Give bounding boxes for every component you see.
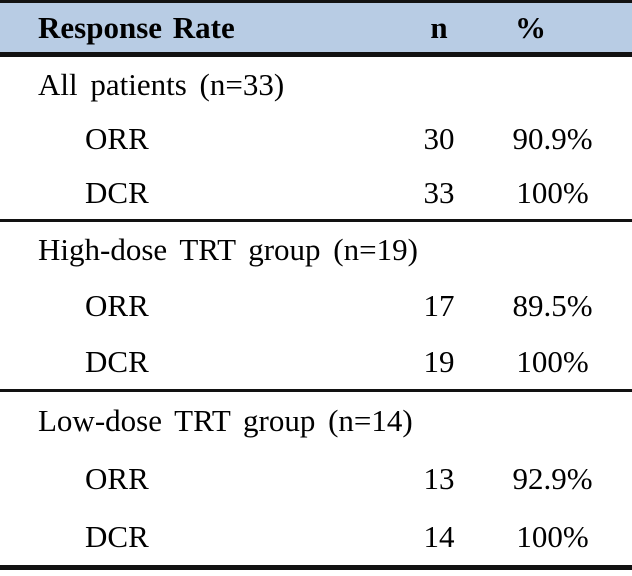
row-n-value: 14 [423, 518, 455, 554]
row-pct-value: 89.5% [512, 288, 593, 323]
row-label: DCR [85, 518, 149, 554]
section-all-patients: All patients (n=33) ORR 30 90.9% DCR 33 … [0, 57, 632, 222]
row-n-value: 33 [423, 174, 455, 210]
header-response-rate: Response Rate [38, 10, 235, 45]
group-label: All patients (n=33) [38, 66, 285, 102]
table-header-row: Response Rate n % [0, 3, 632, 57]
row-n-value: 13 [423, 461, 455, 496]
section-low-dose: Low-dose TRT group (n=14) ORR 13 92.9% D… [0, 392, 632, 570]
row-n-value: 30 [423, 120, 455, 156]
section-high-dose: High-dose TRT group (n=19) ORR 17 89.5% … [0, 222, 632, 392]
row-pct-value: 100% [516, 343, 589, 379]
table-row: ORR 13 92.9% [0, 450, 632, 508]
header-n: n [430, 10, 448, 45]
row-pct-value: 100% [516, 174, 589, 210]
table-row: DCR 19 100% [0, 333, 632, 389]
table-row: DCR 14 100% [0, 507, 632, 565]
header-percent: % [515, 10, 546, 45]
group-row: High-dose TRT group (n=19) [0, 222, 632, 278]
row-label: ORR [85, 288, 149, 323]
row-pct-value: 92.9% [512, 461, 593, 496]
row-pct-value: 100% [516, 518, 589, 554]
table-row: ORR 17 89.5% [0, 278, 632, 334]
group-label: Low-dose TRT group (n=14) [38, 403, 413, 439]
group-row: All patients (n=33) [0, 57, 632, 111]
group-label: High-dose TRT group (n=19) [38, 232, 418, 268]
row-label: DCR [85, 174, 149, 210]
group-row: Low-dose TRT group (n=14) [0, 392, 632, 450]
row-pct-value: 90.9% [512, 120, 593, 156]
row-label: ORR [85, 120, 149, 156]
table-row: DCR 33 100% [0, 165, 632, 219]
row-n-value: 17 [423, 288, 455, 323]
row-label: ORR [85, 461, 149, 496]
row-label: DCR [85, 343, 149, 379]
table-row: ORR 30 90.9% [0, 111, 632, 165]
row-n-value: 19 [423, 343, 455, 379]
